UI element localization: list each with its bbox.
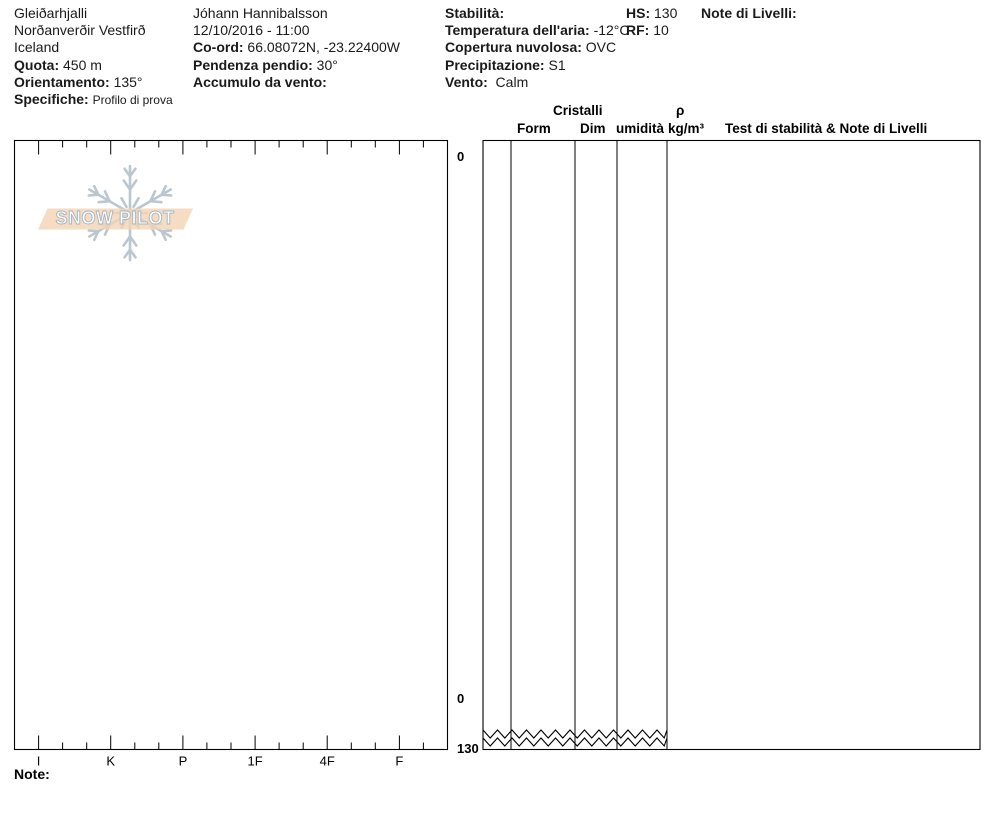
- svg-text:Dim: Dim: [580, 121, 606, 136]
- svg-text:P: P: [179, 754, 188, 769]
- svg-text:F: F: [395, 754, 403, 769]
- svg-text:SNOW PILOT: SNOW PILOT: [56, 208, 175, 228]
- svg-text:130: 130: [457, 741, 479, 756]
- svg-text:Form: Form: [517, 121, 551, 136]
- svg-text:kg/m³: kg/m³: [668, 121, 705, 136]
- svg-text:4F: 4F: [320, 754, 335, 769]
- svg-text:Test di stabilità & Note di Li: Test di stabilità & Note di Livelli: [725, 121, 927, 136]
- svg-text:umidità: umidità: [616, 121, 664, 136]
- svg-text:1F: 1F: [248, 754, 263, 769]
- svg-text:0: 0: [457, 691, 464, 706]
- svg-text:Note:: Note:: [14, 766, 50, 782]
- svg-text:K: K: [106, 754, 115, 769]
- svg-text:Cristalli: Cristalli: [553, 103, 603, 118]
- svg-text:ρ: ρ: [676, 103, 684, 118]
- svg-text:0: 0: [457, 149, 464, 164]
